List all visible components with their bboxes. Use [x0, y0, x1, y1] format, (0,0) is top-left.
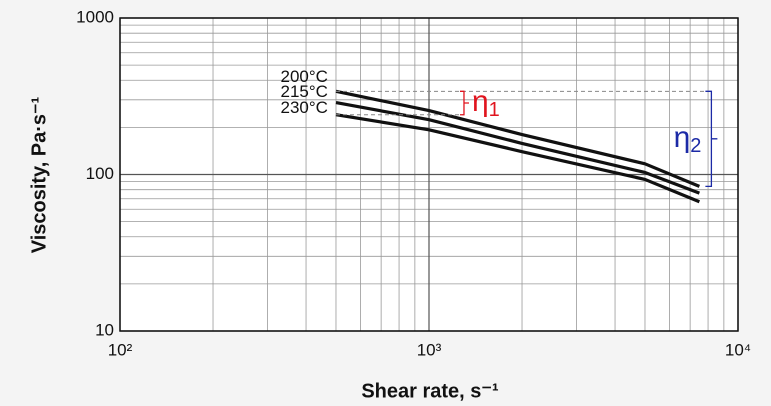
y-axis-title: Viscosity, Pa·s⁻¹ [28, 96, 50, 253]
curve-label: 230°C [281, 98, 328, 117]
bracket [705, 90, 718, 187]
curve-label: 200°C [281, 67, 328, 86]
x-tick-label: 10³ [417, 340, 442, 359]
annotation-symbol: η [674, 121, 691, 154]
x-tick-label: 10⁴ [725, 340, 751, 359]
annotation: η1 [472, 85, 500, 121]
annotation: η2 [674, 121, 702, 157]
y-tick-label: 10 [95, 320, 114, 339]
x-tick-label: 10² [108, 340, 133, 359]
curve [335, 101, 700, 195]
x-axis-title: Shear rate, s⁻¹ [361, 380, 499, 402]
curve-label: 215°C [281, 82, 328, 101]
y-tick-label: 100 [86, 164, 114, 183]
bracket [459, 90, 469, 116]
annotation-subscript: 1 [489, 99, 500, 121]
curve [335, 89, 701, 188]
plot-frame [119, 17, 739, 332]
annotation-symbol: η [472, 85, 489, 118]
annotation-subscript: 2 [690, 135, 701, 157]
curve [335, 113, 701, 204]
y-tick-label: 1000 [76, 7, 114, 26]
